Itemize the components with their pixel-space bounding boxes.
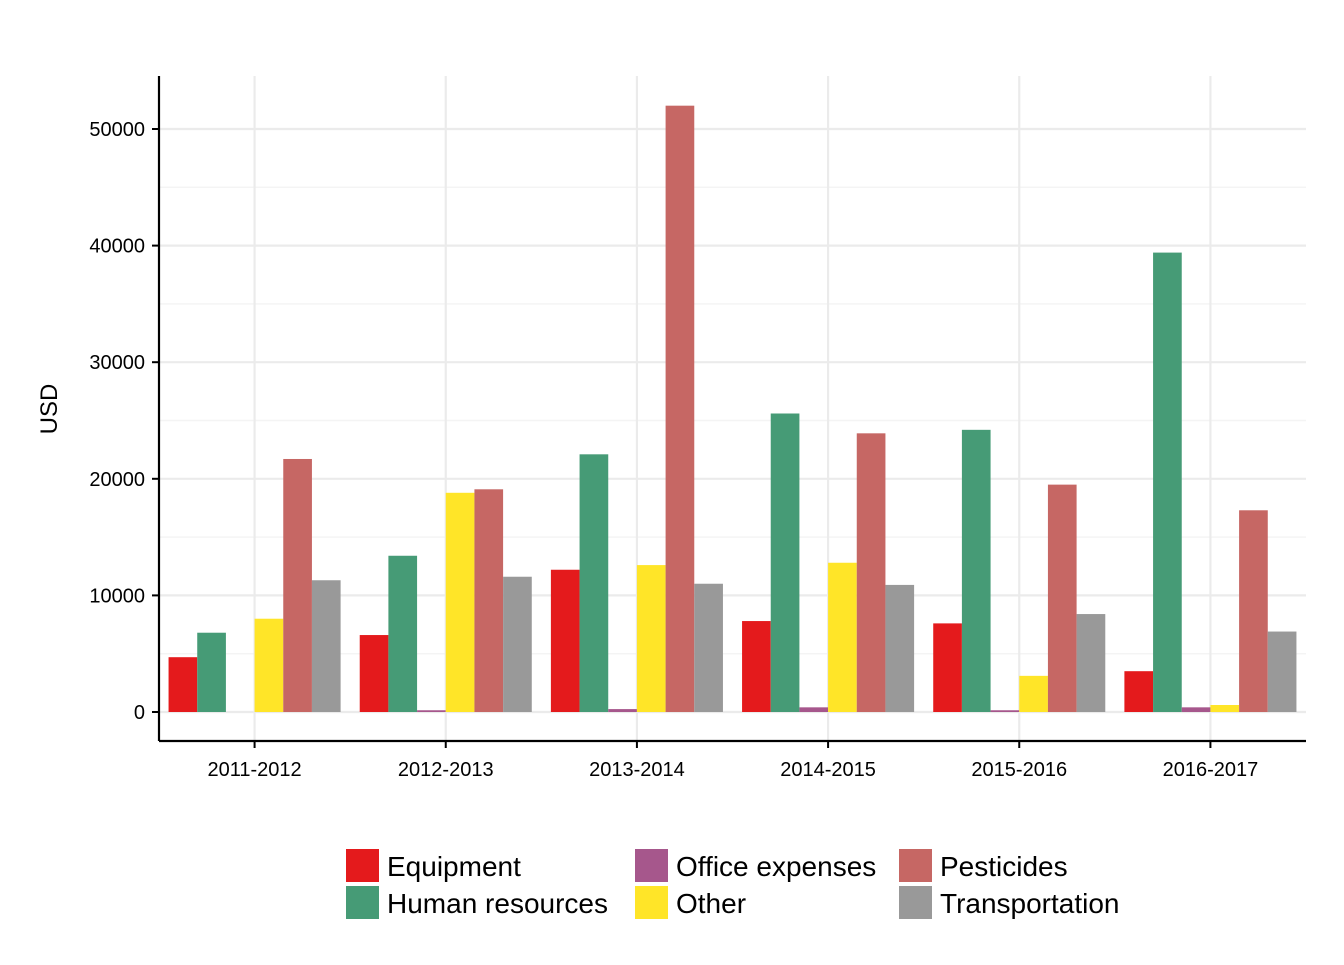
legend-swatch [635, 886, 668, 919]
y-tick-label: 0 [134, 702, 145, 724]
bar [168, 657, 198, 712]
bar [799, 707, 829, 712]
y-tick-label: 40000 [89, 236, 145, 258]
x-tick-label: 2014-2015 [780, 759, 876, 781]
bar [856, 433, 886, 712]
x-tick-label: 2016-2017 [1163, 759, 1259, 781]
bar [359, 635, 389, 712]
bar [1181, 707, 1211, 712]
bar [503, 576, 532, 712]
bar [579, 454, 609, 712]
x-tick-label: 2012-2013 [398, 759, 494, 781]
legend-label: Pesticides [940, 851, 1068, 882]
bar [1047, 484, 1077, 712]
bar [608, 709, 637, 712]
legend-swatch [899, 886, 932, 919]
legend-label: Human resources [387, 888, 608, 919]
bar [885, 584, 915, 712]
bar [474, 489, 504, 712]
bar [961, 429, 991, 712]
bar [197, 632, 226, 712]
y-tick-label: 30000 [89, 352, 145, 374]
bar [1124, 671, 1154, 712]
bar [828, 562, 857, 712]
x-tick-label: 2013-2014 [589, 759, 685, 781]
bar [1153, 252, 1182, 712]
y-tick-label: 20000 [89, 469, 145, 491]
bar [388, 555, 418, 712]
axes: 0 10000 20000 30000 40000 50000 2011-2012 2012-… [89, 76, 1306, 781]
legend-swatch [346, 886, 379, 919]
bar [990, 710, 1020, 712]
y-tick-label: 50000 [89, 119, 145, 141]
bar [694, 583, 723, 712]
legend-swatch [635, 849, 668, 882]
bar [417, 710, 446, 712]
bar [254, 618, 284, 712]
legend: Equipment Human resources Office expenses O… [346, 849, 1120, 919]
x-tick-label: 2011-2012 [207, 759, 301, 781]
legend-label: Office expenses [676, 851, 876, 882]
legend-label: Transportation [940, 888, 1120, 919]
bar [1210, 705, 1240, 712]
legend-swatch [346, 849, 379, 882]
bar [1267, 631, 1297, 712]
bar [1076, 614, 1106, 712]
bar [770, 413, 800, 712]
bar [283, 458, 312, 712]
y-axis-title: USD [36, 384, 63, 435]
bar [311, 580, 341, 712]
bar [1019, 675, 1048, 712]
legend-label: Other [676, 888, 746, 919]
bar [933, 623, 962, 712]
legend-swatch [899, 849, 932, 882]
x-tick-label: 2015-2016 [971, 759, 1067, 781]
bar [445, 492, 475, 712]
bar [665, 105, 695, 713]
bar [1239, 510, 1268, 712]
bars [168, 105, 1297, 713]
y-tick-label: 10000 [89, 585, 145, 607]
bar [550, 569, 580, 712]
legend-label: Equipment [387, 851, 521, 882]
bar [742, 621, 771, 712]
bar [636, 565, 666, 712]
